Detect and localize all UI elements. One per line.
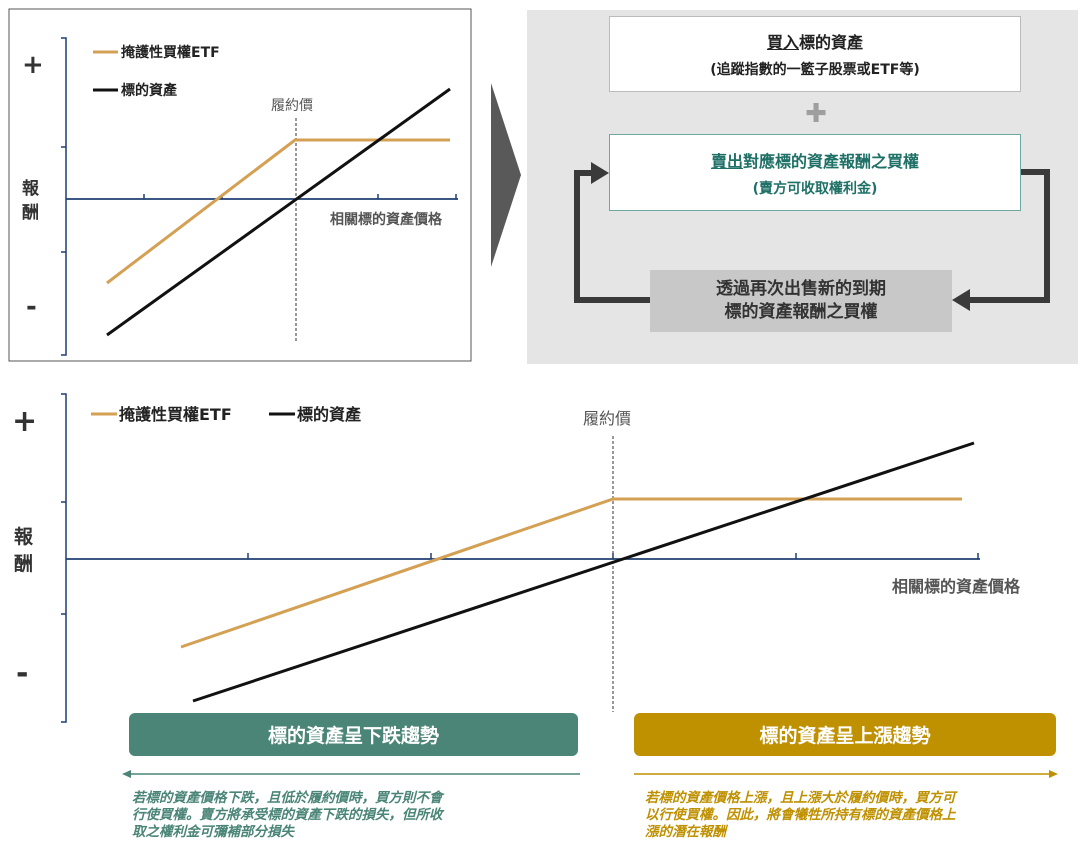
note-up-line-1: 若標的資產價格上漲，且上漲大於履約價時，買方可 (645, 790, 956, 806)
flow-box-sell-call: 賣出對應標的資產報酬之買權 (賣方可收取權利金) (609, 134, 1021, 211)
top-y-label-2: 酬 (22, 203, 39, 223)
note-down-line-1: 若標的資產價格下跌，且低於履約價時，買方則不會 (132, 790, 443, 806)
bottom-minus-sign: - (16, 656, 28, 691)
top-y-axis (61, 37, 67, 356)
top-y-label-1: 報 (22, 178, 40, 199)
bottom-x-label: 相關標的資產價格 (892, 577, 1021, 596)
top-plus-sign: + (22, 50, 44, 80)
note-down-line-2: 行使買權。賣方將承受標的資產下跌的損失，但所收 (132, 807, 443, 823)
flow-box-buy-title: 買入標的資產 (610, 29, 1020, 53)
arrow-left-icon (122, 770, 580, 778)
bottom-covered-call-line (180, 497, 962, 649)
flow-box-buy-subtitle: (追蹤指數的一籃子股票或ETF等) (710, 62, 920, 78)
flow-box-sell-subtitle: (賣方可收取權利金) (752, 180, 878, 197)
top-x-label: 相關標的資產價格 (330, 211, 443, 228)
top-strike-label: 履約價 (271, 97, 313, 114)
bottom-y-label-2: 酬 (14, 553, 33, 575)
flow-loop-arrows (574, 162, 1050, 311)
note-up-trend: 若標的資產價格上漲，且上漲大於履約價時，買方可 以行使買權。因此，將會犧牲所持有… (645, 790, 1075, 841)
bottom-plus-sign: + (12, 404, 37, 439)
bottom-y-axis (61, 393, 67, 723)
arrow-right-icon (634, 770, 1058, 778)
bottom-payoff-chart: 掩護性買權ETF 標的資產 履約價 相關標的資產價格 + - 報 酬 (12, 393, 1021, 723)
flow-box-buy-underlying: 買入標的資產 (追蹤指數的一籃子股票或ETF等) (609, 16, 1021, 92)
top-payoff-chart: 掩護性買權ETF 標的資產 履約價 相關標的資產價格 + - 報 酬 (8, 8, 472, 362)
buy-keyword: 買入 (766, 33, 799, 52)
bottom-legend-underlying: 標的資產 (297, 405, 361, 424)
top-minus-sign: - (26, 292, 37, 322)
flow-box-resell-line2: 標的資產報酬之買權 (724, 302, 878, 322)
arrow-right-icon (591, 162, 609, 184)
top-legend-underlying: 標的資產 (121, 82, 177, 99)
bottom-y-label-1: 報 (14, 525, 34, 548)
top-legend-covered: 掩護性買權ETF (121, 44, 220, 61)
top-chart-frame (8, 8, 472, 362)
top-underlying-line (106, 87, 451, 337)
chevron-arrow-icon (491, 83, 521, 267)
sell-keyword: 賣出 (710, 151, 743, 171)
flow-arrow-right (965, 169, 1050, 303)
banner-up-trend: 標的資產呈上漲趨勢 (634, 713, 1056, 756)
note-down-line-3: 取之權利金可彌補部分損失 (132, 824, 294, 840)
banner-down-trend: 標的資產呈下跌趨勢 (129, 713, 578, 756)
buy-title-rest: 標的資產 (799, 33, 864, 52)
top-covered-call-line (106, 138, 450, 285)
flow-box-sell-title: 賣出對應標的資產報酬之買權 (610, 148, 1020, 172)
note-up-line-3: 漲的潛在報酬 (645, 824, 726, 840)
note-up-line-2: 以行使買權。因此，將會犧牲所持有標的資產價格上 (645, 807, 956, 823)
arrow-left-icon (952, 289, 970, 311)
flow-box-resell: 透過再次出售新的到期 標的資產報酬之買權 (650, 270, 952, 332)
note-down-trend: 若標的資產價格下跌，且低於履約價時，買方則不會 行使買權。賣方將承受標的資產下跌… (132, 790, 582, 841)
sell-title-rest: 對應標的資產報酬之買權 (743, 151, 920, 171)
bottom-strike-label: 履約價 (583, 409, 631, 428)
flow-arrow-left (574, 170, 650, 303)
plus-icon: ✚ (805, 99, 827, 129)
bottom-legend-covered: 掩護性買權ETF (119, 405, 232, 424)
bottom-underlying-line (192, 441, 975, 703)
flow-box-resell-line1: 透過再次出售新的到期 (716, 279, 886, 299)
